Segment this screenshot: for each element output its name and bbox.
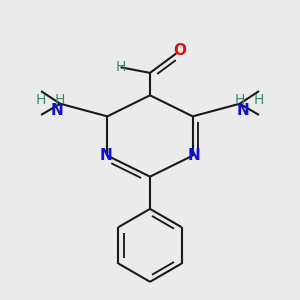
Text: N: N xyxy=(100,148,112,163)
Text: H: H xyxy=(116,60,126,74)
Text: N: N xyxy=(188,148,200,163)
Text: H: H xyxy=(235,92,245,106)
Text: N: N xyxy=(236,103,249,118)
Text: O: O xyxy=(173,43,186,58)
Text: N: N xyxy=(51,103,64,118)
Text: H: H xyxy=(36,92,46,106)
Text: H: H xyxy=(254,92,264,106)
Text: H: H xyxy=(55,92,65,106)
